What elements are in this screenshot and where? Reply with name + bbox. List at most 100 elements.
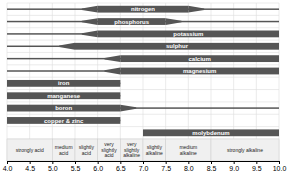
x-tick-mark [279,161,280,164]
range-taper [104,55,120,62]
category-label: iron [58,80,70,86]
grid-line [211,3,212,161]
range-thick [7,105,120,112]
header-label: veryslightlyalkaline [123,141,140,158]
chart-svg: strongly acid mediumacid slightlyacid verys… [0,0,288,175]
x-tick-mark [143,161,144,164]
header-label-line: alkaline [146,150,163,156]
range-thick [7,80,120,87]
x-tick-mark [75,161,76,164]
row-line [7,3,279,4]
x-tick-label: 7.0 [139,165,149,172]
x-tick-label: 9.0 [229,165,239,172]
row-line [7,77,279,78]
category-label: magnesium [183,68,216,74]
header-label: slightlyacid [79,144,95,156]
row-line [7,40,279,41]
range-thick [98,18,166,25]
chart-container: strongly acid mediumacid slightlyacid verys… [0,0,288,175]
header-label-line: strongly acid [16,147,44,153]
header-label-line: acid [104,152,113,158]
grid [7,3,279,161]
range-thick [120,68,279,75]
grid-line [165,3,166,161]
x-tick: 6.5 [116,161,126,172]
x-tick-label: 9.5 [252,165,262,172]
x-tick: 4.5 [25,161,35,172]
x-tick-label: 4.5 [25,165,35,172]
x-tick-mark [188,161,189,164]
x-tick-label: 7.5 [161,165,171,172]
x-tick-label: 8.0 [184,165,194,172]
x-tick-mark [211,161,212,164]
x-tick-mark [166,161,167,164]
row-line [7,126,279,127]
x-axis-line [8,162,280,165]
range-taper [120,105,136,112]
range-taper [166,18,182,25]
category-label: manganese [47,93,81,99]
x-tick-label: 10.0 [273,165,287,172]
range-taper [104,68,120,75]
range-thick [7,117,120,124]
range-thick [120,55,279,62]
header-label-line: acid [82,150,91,156]
grid-line [256,3,257,161]
x-tick: 7.0 [139,161,149,172]
row-line [7,52,279,53]
header-zone [120,139,143,161]
grid-line [143,3,144,161]
header-zone [52,139,75,161]
category-label: molybdenum [192,130,229,136]
x-tick-label: 4.0 [3,165,13,172]
grid-line [279,3,280,161]
row-line [7,114,279,115]
x-tick: 5.5 [71,161,81,172]
category-label: copper & zinc [44,118,84,124]
category-label: nitrogen [131,6,155,12]
header-label: strongly alkaline [227,147,263,153]
x-tick-label: 6.5 [116,165,126,172]
x-tick: 8.0 [184,161,194,172]
range-thick [75,43,279,50]
header-zone [143,139,166,161]
category-labels: nitrogenphosphoruspotassiumsulphurcalciu… [44,6,230,136]
x-tick-mark [98,161,99,164]
header-label: strongly acid [16,147,44,153]
range-thick [98,31,279,38]
x-tick: 8.5 [207,161,217,172]
x-tick: 10.0 [273,161,287,172]
x-tick-mark [52,161,53,164]
x-axis: 4.0 4.5 5.0 5.5 6.0 6.5 7.0 7.5 8.0 8.5 9.0 9.5 10.0 [3,161,287,172]
header-label: mediumacid [55,144,73,156]
row-line [7,15,279,16]
x-tick: 9.0 [229,161,239,172]
range-taper [82,18,98,25]
x-tick: 6.0 [93,161,103,172]
header-label: slightlyalkaline [146,144,163,156]
range-thick [143,129,279,136]
row-line [7,64,279,65]
header-zones: strongly acid mediumacid slightlyacid verys… [7,139,279,161]
x-tick-label: 5.5 [71,165,81,172]
header-zone [75,139,98,161]
range-taper [82,31,98,38]
x-tick-label: 6.0 [93,165,103,172]
header-zone [98,139,121,161]
row-line [7,101,279,102]
range-taper [188,6,204,13]
x-tick-label: 5.0 [48,165,58,172]
bars [7,6,279,136]
x-tick: 7.5 [161,161,171,172]
range-taper [82,6,98,13]
header-label: mediumalkaline [179,144,197,156]
header-zone [166,139,211,161]
category-label: boron [55,105,72,111]
x-tick-mark [120,161,121,164]
category-label: potassium [173,31,203,37]
x-tick-mark [234,161,235,164]
x-tick-mark [30,161,31,164]
range-thick [98,6,189,13]
category-label: calcium [188,56,210,62]
category-label: phosphorus [114,19,149,25]
